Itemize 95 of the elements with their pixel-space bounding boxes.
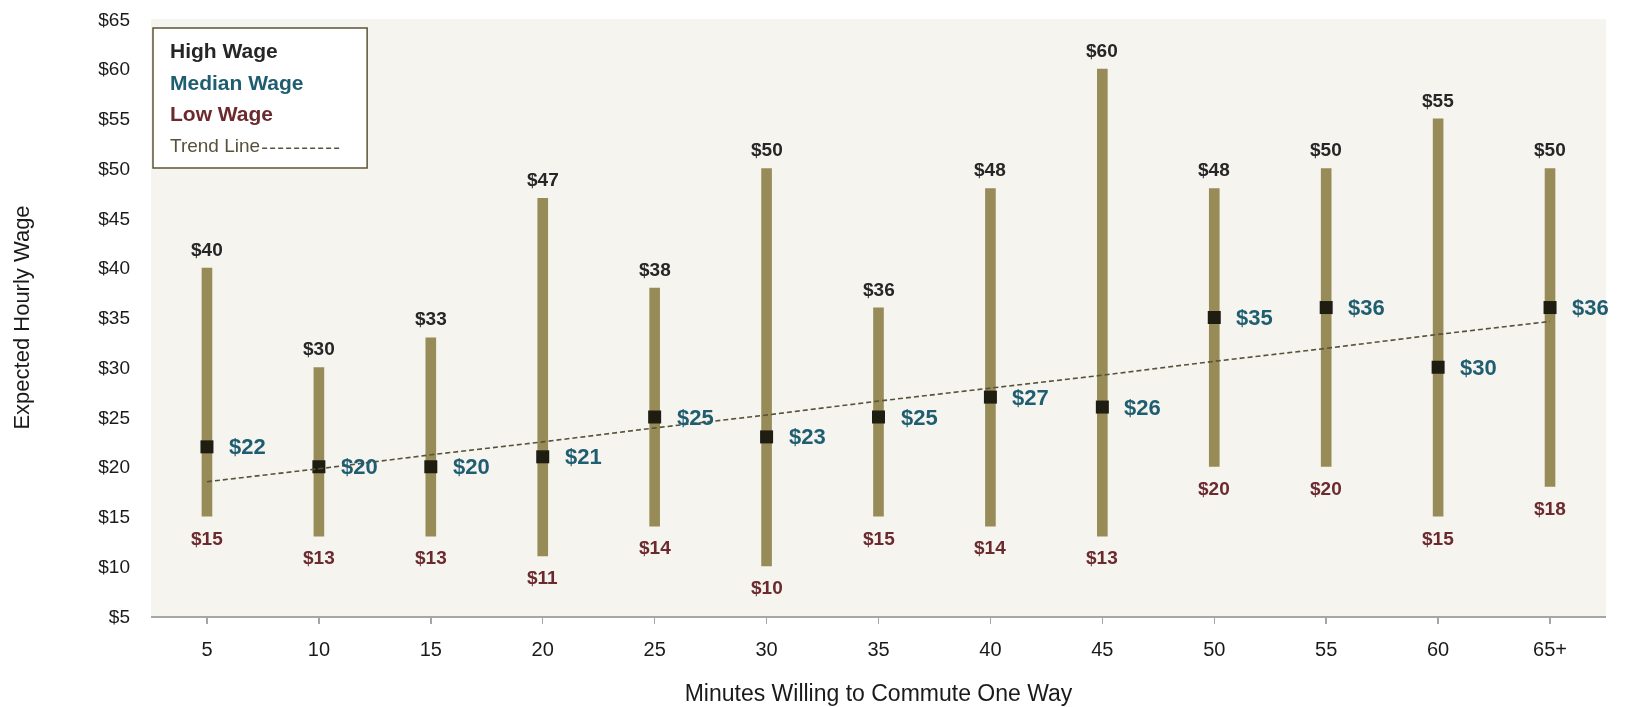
y-tick-label: $40 <box>98 257 130 279</box>
x-tick-label: 25 <box>643 638 666 660</box>
y-tick-label: $55 <box>98 108 130 130</box>
point <box>1431 360 1445 374</box>
y-tick-label: $50 <box>98 157 130 179</box>
point <box>424 460 438 474</box>
annotation: $50 <box>751 139 783 160</box>
annotation: $20 <box>341 454 378 479</box>
annotation: $13 <box>1086 547 1118 568</box>
x-tick-label: 10 <box>307 638 331 660</box>
annotation: $36 <box>1572 295 1609 320</box>
annotation: $21 <box>565 444 602 469</box>
annotation: $36 <box>1348 295 1385 320</box>
y-tick-label: $10 <box>98 555 130 577</box>
annotation: $11 <box>527 567 559 588</box>
bar <box>425 337 437 537</box>
bar <box>537 198 549 557</box>
legend-label: Trend Line <box>170 135 261 156</box>
y-axis-title: Expected Hourly Wage <box>9 205 35 430</box>
y-tick-label: $5 <box>108 605 130 627</box>
point <box>1543 301 1557 315</box>
x-tick-label: 30 <box>755 638 778 660</box>
point <box>200 440 214 454</box>
y-tick-label: $45 <box>98 207 130 229</box>
bar <box>649 287 660 527</box>
bar <box>1208 188 1220 467</box>
point <box>983 390 997 404</box>
annotation: $20 <box>1310 478 1342 499</box>
x-tick-label: 15 <box>419 638 442 660</box>
y-tick-label: $20 <box>98 456 130 478</box>
annotation: $60 <box>1086 40 1118 61</box>
point <box>1319 301 1333 315</box>
y-tick-label: $60 <box>98 58 130 80</box>
x-tick-label: 5 <box>201 638 213 660</box>
point <box>872 410 885 424</box>
x-tick-label: 45 <box>1091 638 1114 660</box>
annotation: $26 <box>1124 395 1161 420</box>
bar <box>1432 118 1444 517</box>
annotation: $22 <box>229 434 266 459</box>
annotation: $10 <box>751 577 783 598</box>
annotation: $13 <box>415 547 447 568</box>
point <box>536 450 550 464</box>
annotation: $20 <box>1198 478 1230 499</box>
x-axis-title: Minutes Willing to Commute One Way <box>684 680 1073 707</box>
annotation: $50 <box>1310 139 1342 160</box>
bar <box>873 307 884 517</box>
annotation: $18 <box>1534 498 1566 519</box>
annotation: $36 <box>863 279 895 300</box>
y-tick-label: $30 <box>98 356 130 378</box>
annotation: Median Wage <box>170 71 304 94</box>
point <box>760 430 774 444</box>
annotation: $40 <box>191 239 223 260</box>
annotation: $25 <box>901 405 938 430</box>
annotation: $15 <box>863 528 896 549</box>
annotation: $47 <box>527 169 559 190</box>
bar <box>985 188 996 527</box>
annotation: $13 <box>303 547 335 568</box>
annotation: $38 <box>639 259 671 280</box>
annotation: $14 <box>639 537 672 558</box>
annotation: $33 <box>415 308 447 329</box>
annotation: $55 <box>1422 90 1455 111</box>
bar <box>1544 168 1556 487</box>
bar <box>1097 68 1108 537</box>
y-tick-label: $65 <box>98 8 130 30</box>
bar <box>1320 168 1332 467</box>
x-tick-label: 20 <box>531 638 554 660</box>
annotation: $35 <box>1236 305 1273 330</box>
annotation: $23 <box>789 424 826 449</box>
x-tick-label: 50 <box>1203 638 1226 660</box>
annotation: $30 <box>303 338 335 359</box>
y-tick-label: $25 <box>98 406 130 428</box>
annotation: $15 <box>1422 528 1455 549</box>
point <box>648 410 662 424</box>
point <box>1095 400 1109 414</box>
annotation: $50 <box>1534 139 1566 160</box>
annotation: $48 <box>974 159 1006 180</box>
y-tick-label: $15 <box>98 506 130 528</box>
x-tick-label: 55 <box>1315 638 1338 660</box>
annotation: $15 <box>191 528 224 549</box>
annotation: Low Wage <box>170 102 274 125</box>
annotation: High Wage <box>170 39 278 62</box>
annotation: $30 <box>1460 355 1497 380</box>
x-tick-label: 40 <box>979 638 1002 660</box>
bar <box>761 168 772 567</box>
x-tick-label: 65+ <box>1533 638 1568 660</box>
x-tick-label: 60 <box>1426 638 1450 660</box>
point <box>1207 311 1221 324</box>
point <box>312 460 326 474</box>
annotation: $27 <box>1012 385 1049 410</box>
annotation: $14 <box>974 537 1007 558</box>
annotation: $48 <box>1198 159 1230 180</box>
annotation: $25 <box>677 405 714 430</box>
annotation: $20 <box>453 454 490 479</box>
y-tick-label: $35 <box>98 307 130 329</box>
x-tick-label: 35 <box>867 638 890 660</box>
